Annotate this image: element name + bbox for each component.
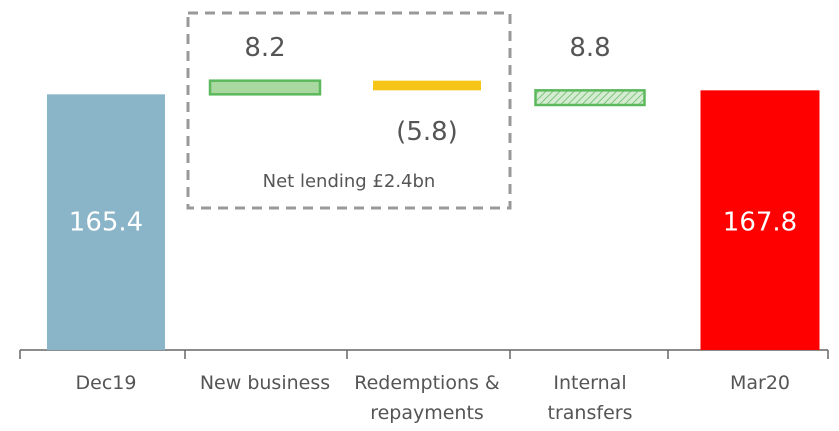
data-label: 165.4 — [69, 208, 143, 238]
x-tick-label: Internal transfers — [547, 372, 633, 424]
bar — [47, 94, 165, 350]
net-lending-box — [186, 11, 512, 210]
bar — [208, 79, 322, 96]
data-label: 8.2 — [244, 33, 285, 63]
x-tick-label: Dec19 — [75, 372, 137, 394]
x-tick-label: New business — [199, 372, 331, 394]
data-label: 8.8 — [569, 33, 610, 63]
x-tick-label: Redemptions & repayments — [354, 372, 500, 424]
data-label: (5.8) — [396, 117, 458, 147]
x-tick-label: Mar20 — [729, 372, 791, 394]
bar — [700, 90, 820, 350]
bar — [373, 80, 481, 91]
bar — [534, 89, 646, 107]
annotation: Net lending £2.4bn — [263, 171, 436, 192]
data-label: 167.8 — [723, 208, 797, 238]
